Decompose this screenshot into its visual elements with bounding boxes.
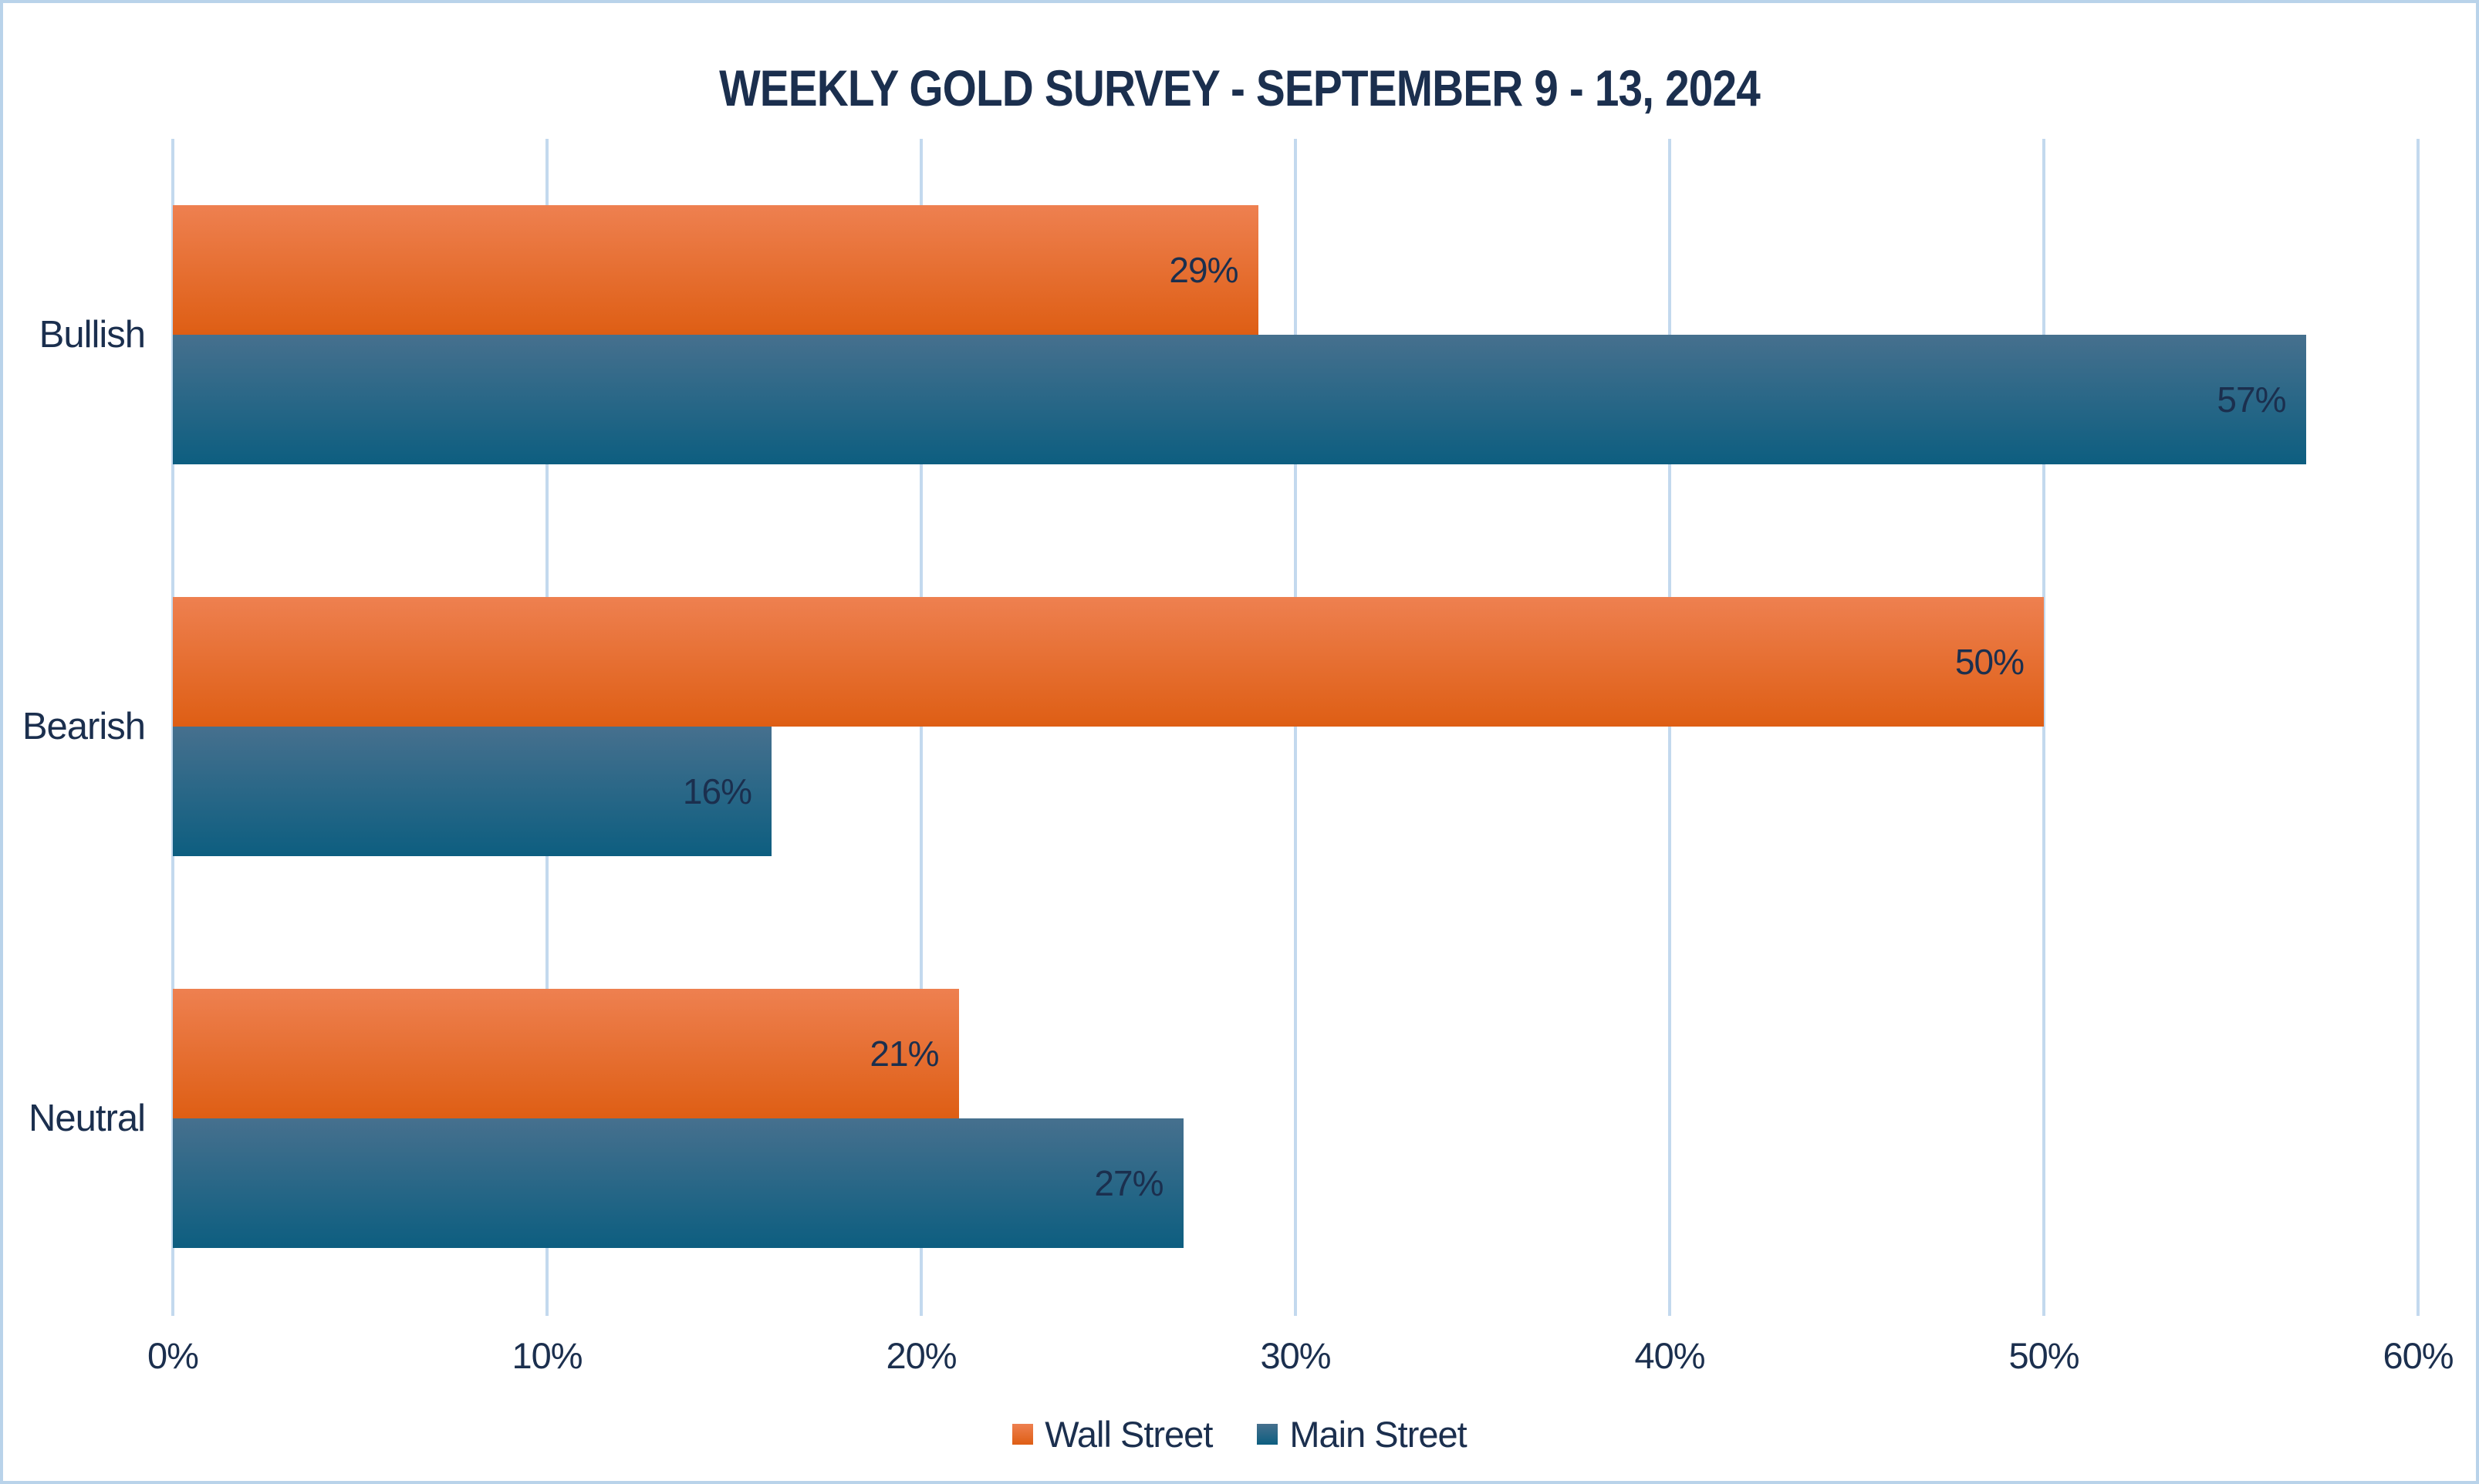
bar-main-street-bullish: 57% — [173, 335, 2306, 464]
gridline-30pct — [1294, 139, 1297, 1316]
x-tick-label-10pct: 10% — [512, 1335, 583, 1376]
legend-swatch-wall-street — [1012, 1424, 1034, 1445]
bar-value-label: 29% — [1169, 250, 1238, 290]
gridline-50pct — [2042, 139, 2045, 1316]
gridline-20pct — [920, 139, 923, 1316]
gridline-60pct — [2417, 139, 2420, 1316]
legend-label-wall-street: Wall Street — [1045, 1414, 1213, 1455]
x-tick-label-50pct: 50% — [2008, 1335, 2079, 1376]
chart-title: WEEKLY GOLD SURVEY - SEPTEMBER 9 - 13, 2… — [719, 59, 1761, 116]
legend-item-main-street: Main Street — [1257, 1413, 1467, 1455]
x-tick-label-40pct: 40% — [1634, 1335, 1705, 1376]
bar-value-label: 57% — [2217, 379, 2286, 420]
category-label-bearish: Bearish — [22, 706, 146, 747]
gridline-40pct — [1668, 139, 1671, 1316]
category-label-bullish: Bullish — [39, 314, 146, 356]
legend-item-wall-street: Wall Street — [1012, 1413, 1213, 1455]
bar-value-label: 27% — [1094, 1163, 1164, 1203]
legend-label-main-street: Main Street — [1289, 1414, 1467, 1455]
x-tick-label-30pct: 30% — [1260, 1335, 1331, 1376]
bar-wall-street-neutral: 21% — [173, 989, 959, 1118]
legend-swatch-main-street — [1257, 1424, 1278, 1445]
x-tick-label-0pct: 0% — [147, 1335, 199, 1376]
bar-main-street-neutral: 27% — [173, 1118, 1184, 1248]
bar-wall-street-bearish: 50% — [173, 597, 2044, 727]
bar-value-label: 16% — [682, 771, 752, 811]
category-label-neutral: Neutral — [29, 1098, 146, 1139]
x-tick-label-20pct: 20% — [886, 1335, 957, 1376]
legend: Wall Street Main Street — [3, 1413, 2476, 1455]
bar-value-label: 21% — [870, 1034, 939, 1074]
x-tick-label-60pct: 60% — [2383, 1335, 2454, 1376]
bar-wall-street-bullish: 29% — [173, 205, 1258, 335]
plot-area: 29% 57% 50% 16% 21% 27% — [171, 139, 2420, 1316]
bar-value-label: 50% — [1954, 642, 2025, 682]
bar-main-street-bearish: 16% — [173, 727, 772, 856]
